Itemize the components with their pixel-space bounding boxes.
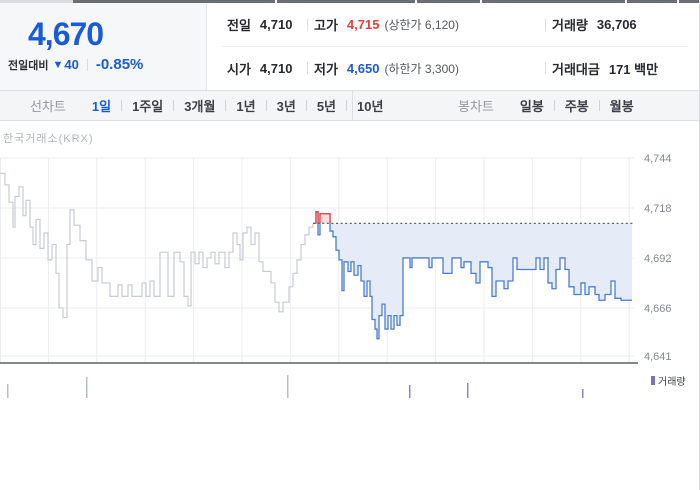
divider <box>265 100 267 111</box>
stats-row-1: 전일 4,710 고가 4,715 (상한가 6,120) 거래량 36,706 <box>207 3 699 47</box>
prev-close-cell: 전일 4,710 <box>207 15 307 34</box>
change-percent: -0.85% <box>95 56 144 73</box>
trade-amount-label: 거래대금 <box>552 61 600 77</box>
divider <box>222 46 688 47</box>
tab-weekly-candle[interactable]: 주봉 <box>564 99 589 114</box>
price-change-row: 전일대비 ▼ 40 -0.85% <box>8 56 206 73</box>
svg-text:4,744: 4,744 <box>644 153 672 165</box>
prev-close-label: 전일 <box>227 18 251 34</box>
stats-row-2: 시가 4,710 저가 4,650 (하한가 3,300) 거래대금 171 백… <box>207 47 699 91</box>
line-chart-group-label: 선차트 <box>30 99 66 114</box>
high-cell: 고가 4,715 (상한가 6,120) <box>307 15 545 34</box>
divider <box>173 100 175 111</box>
tab-daily-candle[interactable]: 일봉 <box>519 99 544 114</box>
svg-text:4,718: 4,718 <box>644 203 672 215</box>
high-value: 4,715 <box>346 17 380 33</box>
open-value: 4,710 <box>259 60 293 76</box>
lower-limit-note: (하한가 3,300) <box>384 61 459 76</box>
divider <box>346 100 348 111</box>
change-value: 40 <box>64 57 79 72</box>
volume-label: 거래량 <box>552 18 588 34</box>
tab-10year[interactable]: 10년 <box>357 99 384 114</box>
tab-3year[interactable]: 3년 <box>276 99 296 114</box>
volume-value: 36,706 <box>596 17 637 33</box>
volume-cell: 거래량 36,706 <box>545 15 699 34</box>
tab-5year[interactable]: 5년 <box>316 99 337 114</box>
line-chart-tab-group: 선차트 1일 1주일 3개월 1년 3년 5년 10년 <box>30 91 393 120</box>
price-header: 4,670 전일대비 ▼ 40 -0.85% 전일 4,710 고가 4,715 <box>0 3 699 91</box>
svg-text:4,666: 4,666 <box>644 303 672 315</box>
divider <box>307 18 308 31</box>
open-label: 시가 <box>227 61 251 77</box>
low-label: 저가 <box>314 61 338 77</box>
daily-stats-table: 전일 4,710 고가 4,715 (상한가 6,120) 거래량 36,706 <box>207 3 699 91</box>
divider <box>352 91 353 120</box>
high-label: 고가 <box>314 18 338 34</box>
chart-area: 한국거래소(KRX) 4,744 4,718 4,692 4,666 4,641 거래량 <box>0 121 700 490</box>
volume-swatch-icon <box>651 376 655 385</box>
divider <box>545 18 546 31</box>
price-summary: 4,670 전일대비 ▼ 40 -0.85% <box>0 3 207 90</box>
divider <box>598 100 600 111</box>
divider <box>86 58 88 71</box>
tab-3month[interactable]: 3개월 <box>184 99 216 114</box>
tab-1day[interactable]: 1일 <box>91 99 112 114</box>
prev-close-value: 4,710 <box>259 17 293 33</box>
open-cell: 시가 4,710 <box>207 59 307 78</box>
volume-legend-label: 거래량 <box>658 377 686 388</box>
volume-legend: 거래량 <box>651 373 686 388</box>
svg-text:4,692: 4,692 <box>644 253 672 265</box>
divider <box>121 100 123 111</box>
tab-monthly-candle[interactable]: 월봉 <box>609 99 634 114</box>
down-triangle-icon: ▼ <box>52 58 64 71</box>
divider <box>225 100 227 111</box>
chart-period-toolbar: 선차트 1일 1주일 3개월 1년 3년 5년 10년 봉차트 일봉 주봉 월봉 <box>0 90 699 121</box>
tab-1year[interactable]: 1년 <box>236 99 256 114</box>
divider <box>305 100 307 111</box>
current-price: 4,670 <box>28 16 104 52</box>
tab-1week[interactable]: 1주일 <box>132 99 164 114</box>
svg-text:4,641: 4,641 <box>644 351 672 363</box>
divider <box>553 100 555 111</box>
upper-limit-note: (상한가 6,120) <box>384 18 459 33</box>
divider <box>545 62 546 75</box>
trade-amount-value: 171 백만 <box>608 61 659 77</box>
candle-chart-tab-group: 봉차트 일봉 주봉 월봉 <box>458 91 644 120</box>
divider <box>307 62 308 75</box>
change-label: 전일대비 <box>8 59 49 72</box>
top-accent-bar <box>0 0 699 3</box>
candle-chart-group-label: 봉차트 <box>458 99 494 114</box>
trade-amount-cell: 거래대금 171 백만 <box>545 59 699 78</box>
low-value: 4,650 <box>346 60 380 76</box>
exchange-label: 한국거래소(KRX) <box>3 133 94 145</box>
price-chart-canvas[interactable]: 4,744 4,718 4,692 4,666 4,641 <box>0 121 700 490</box>
low-cell: 저가 4,650 (하한가 3,300) <box>307 59 545 78</box>
